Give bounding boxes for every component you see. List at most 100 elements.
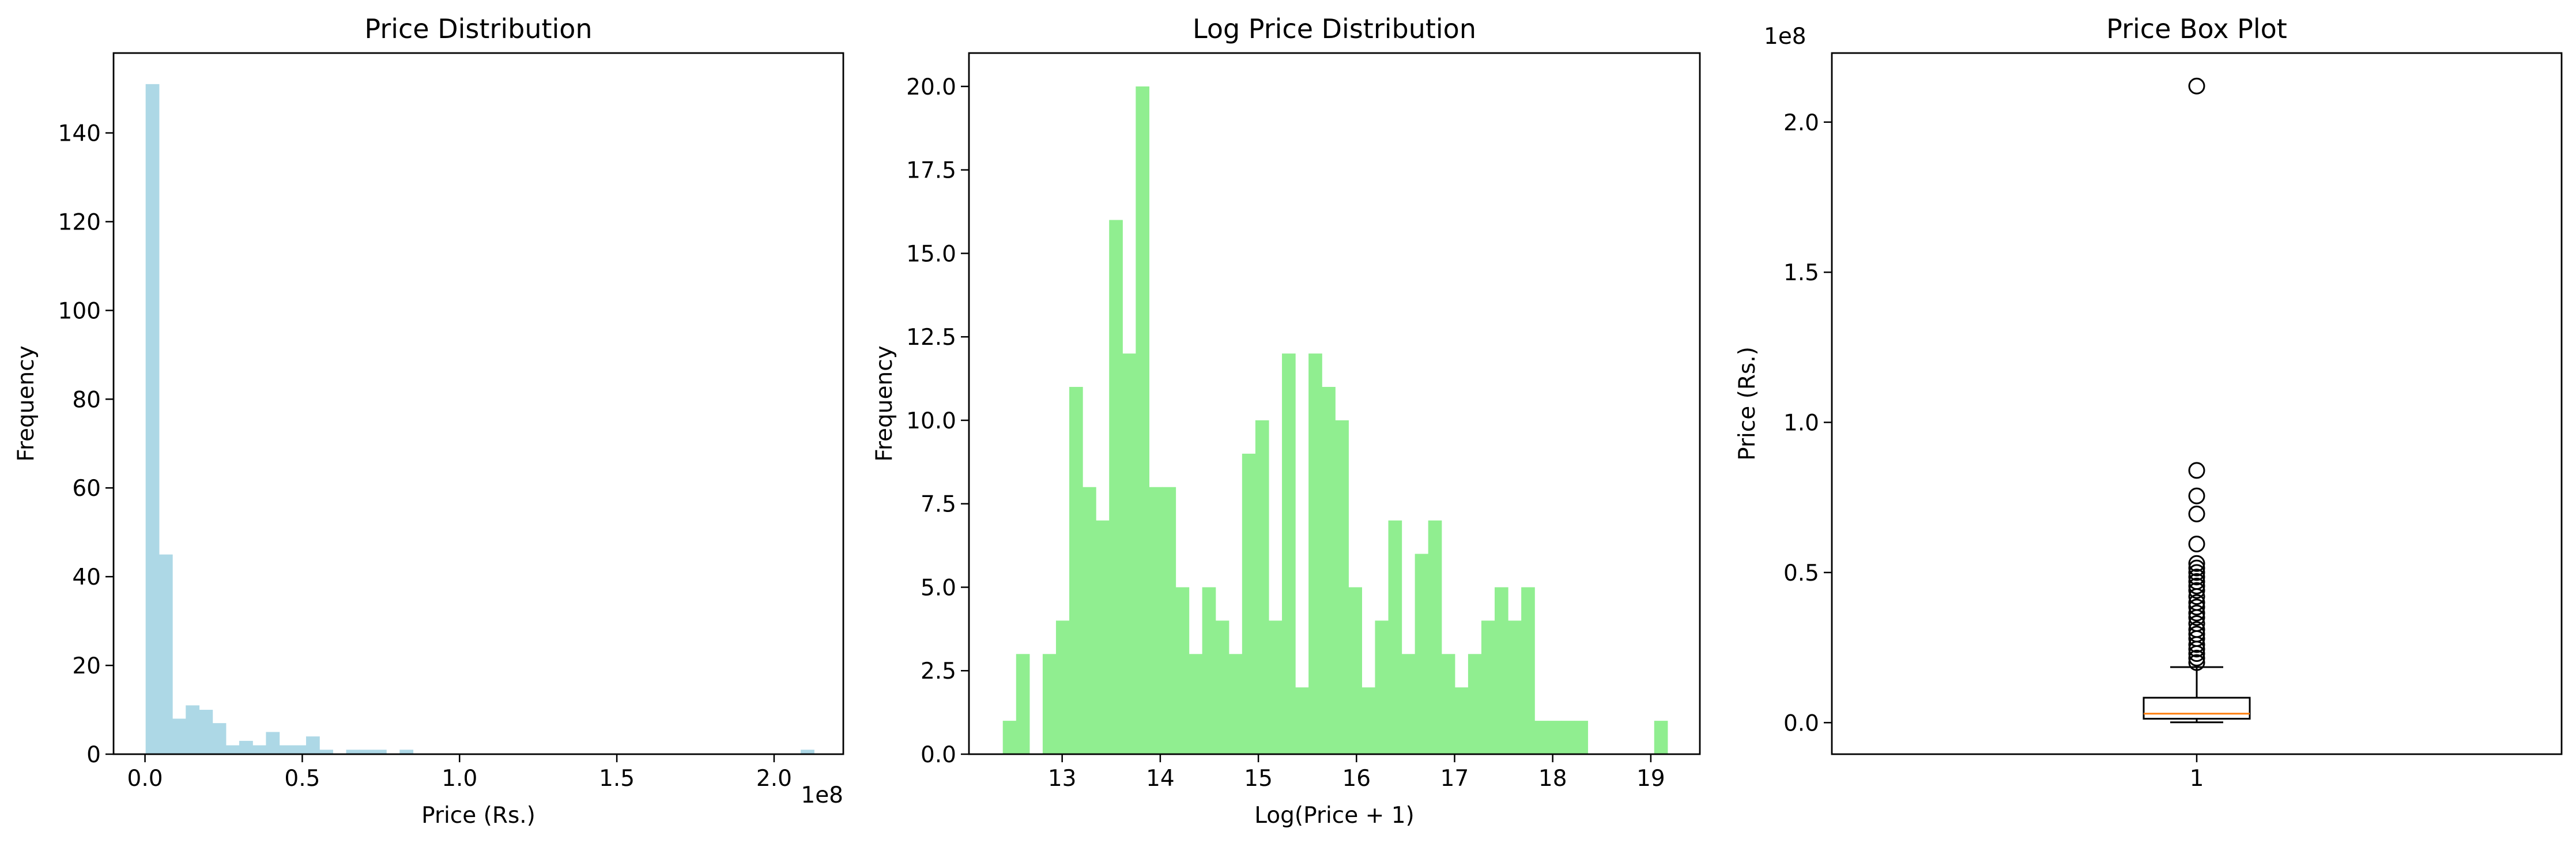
y-tick-label: 60 (72, 476, 101, 502)
histogram-bar (199, 710, 213, 754)
histogram-bar (1016, 654, 1030, 754)
log-price-histogram-title: Log Price Distribution (1193, 13, 1476, 44)
histogram-bar (1149, 487, 1163, 754)
histogram-bar (1534, 721, 1548, 754)
histogram-bar (1375, 620, 1389, 754)
y-tick-label: 0.0 (921, 742, 956, 768)
histogram-bar (1495, 587, 1508, 754)
outlier-point (2188, 564, 2205, 581)
histogram-bar (1401, 654, 1416, 754)
histogram-bar (1268, 620, 1283, 754)
price-histogram-x-ticks: 0.0 0.5 1.0 1.5 2.0 (127, 754, 792, 792)
price-histogram-bars (145, 84, 814, 754)
y-tick-label: 20 (72, 653, 101, 679)
histogram-bar (1202, 587, 1216, 754)
price-histogram-x-label: Price (Rs.) (421, 803, 535, 829)
histogram-bar (1441, 654, 1455, 754)
outlier-point (2188, 487, 2205, 505)
y-tick-label: 40 (72, 564, 101, 590)
x-tick-label: 13 (1048, 766, 1077, 792)
y-tick-label: 0.0 (1783, 710, 1819, 736)
histogram-bar (239, 740, 253, 754)
histogram-bar (1295, 687, 1309, 754)
histogram-bar (145, 84, 160, 754)
log-price-histogram-panel: 13 14 15 16 17 18 19 0.0 2.5 5.0 7.5 10.0 12.5 15.0 1… (872, 13, 1701, 829)
histogram-bar (1348, 587, 1362, 754)
histogram-bar (1162, 487, 1176, 754)
y-tick-label: 17.5 (906, 158, 956, 184)
histogram-bar (1548, 721, 1562, 754)
y-tick-label: 7.5 (921, 492, 956, 518)
histogram-bar (1175, 587, 1190, 754)
y-tick-label: 5.0 (921, 575, 956, 601)
y-tick-label: 12.5 (906, 325, 956, 351)
histogram-bar (1561, 721, 1575, 754)
x-tick-label: 19 (1636, 766, 1665, 792)
outlier-point (2188, 559, 2205, 577)
y-tick-label: 1.0 (1783, 411, 1819, 436)
histogram-bar (1122, 353, 1136, 754)
interquartile-box (2143, 697, 2251, 720)
histogram-bar (399, 750, 414, 754)
histogram-bar (159, 554, 173, 754)
log-price-histogram-x-label: Log(Price + 1) (1254, 803, 1415, 829)
outlier-point (2188, 505, 2205, 522)
price-boxplot-x-ticks: 1 (2190, 754, 2204, 792)
histogram-bar (372, 750, 387, 754)
price-histogram-axes-frame (112, 52, 844, 755)
histogram-bar (359, 750, 374, 754)
outlier-point (2188, 636, 2205, 653)
x-tick-label: 0.5 (284, 766, 320, 792)
histogram-bar (172, 718, 186, 754)
x-tick-label: 15 (1244, 766, 1273, 792)
outlier-point (2188, 645, 2205, 662)
histogram-bar (801, 750, 814, 754)
x-tick-label: 17 (1440, 766, 1469, 792)
histogram-bar (1189, 654, 1203, 754)
y-tick-label: 1.5 (1783, 260, 1819, 286)
histogram-bar (1322, 387, 1336, 754)
histogram-bar (1215, 620, 1229, 754)
histogram-bar (1454, 687, 1469, 754)
x-tick-label: 16 (1342, 766, 1371, 792)
outlier-point (2188, 577, 2205, 594)
y-tick-label: 15.0 (906, 241, 956, 267)
histogram-bar (1228, 654, 1243, 754)
histogram-bar (1508, 620, 1522, 754)
histogram-bar (1654, 721, 1668, 754)
y-tick-label: 2.5 (921, 658, 956, 684)
histogram-bar (225, 745, 240, 754)
histogram-bar (1002, 721, 1017, 754)
histogram-bar (1136, 86, 1149, 754)
log-price-histogram-bars (1002, 86, 1668, 754)
x-tick-label: 14 (1146, 766, 1175, 792)
outlier-point (2188, 588, 2205, 605)
histogram-bar (279, 745, 293, 754)
y-tick-label: 0 (86, 742, 101, 768)
price-histogram-panel: 0.0 0.5 1.0 1.5 2.0 0 20 40 60 80 100 120 140 Price… (13, 13, 844, 829)
outlier-point (2188, 604, 2205, 622)
histogram-bar (1282, 353, 1296, 754)
histogram-bar (252, 745, 266, 754)
price-histogram-title: Price Distribution (364, 13, 592, 44)
histogram-bar (212, 723, 227, 754)
outlier-point (2188, 77, 2205, 95)
y-tick-label: 10.0 (906, 408, 956, 434)
x-tick-label: 1.0 (442, 766, 477, 792)
price-boxplot-y-offset-label: 1e8 (1764, 24, 1806, 50)
histogram-bar (1428, 520, 1442, 754)
y-tick-label: 100 (58, 298, 101, 324)
log-price-histogram-axes-frame (968, 52, 1701, 755)
price-boxplot-y-label: Price (Rs.) (1734, 347, 1760, 461)
histogram-bar (1308, 353, 1322, 754)
y-tick-label: 120 (58, 209, 101, 235)
y-tick-label: 0.5 (1783, 560, 1819, 586)
x-tick-label: 2.0 (756, 766, 792, 792)
histogram-bar (1388, 520, 1402, 754)
price-histogram-y-label: Frequency (13, 345, 39, 461)
histogram-bar (1255, 420, 1269, 754)
histogram-bar (306, 736, 320, 754)
histogram-bar (1481, 620, 1495, 754)
histogram-bar (266, 732, 280, 754)
